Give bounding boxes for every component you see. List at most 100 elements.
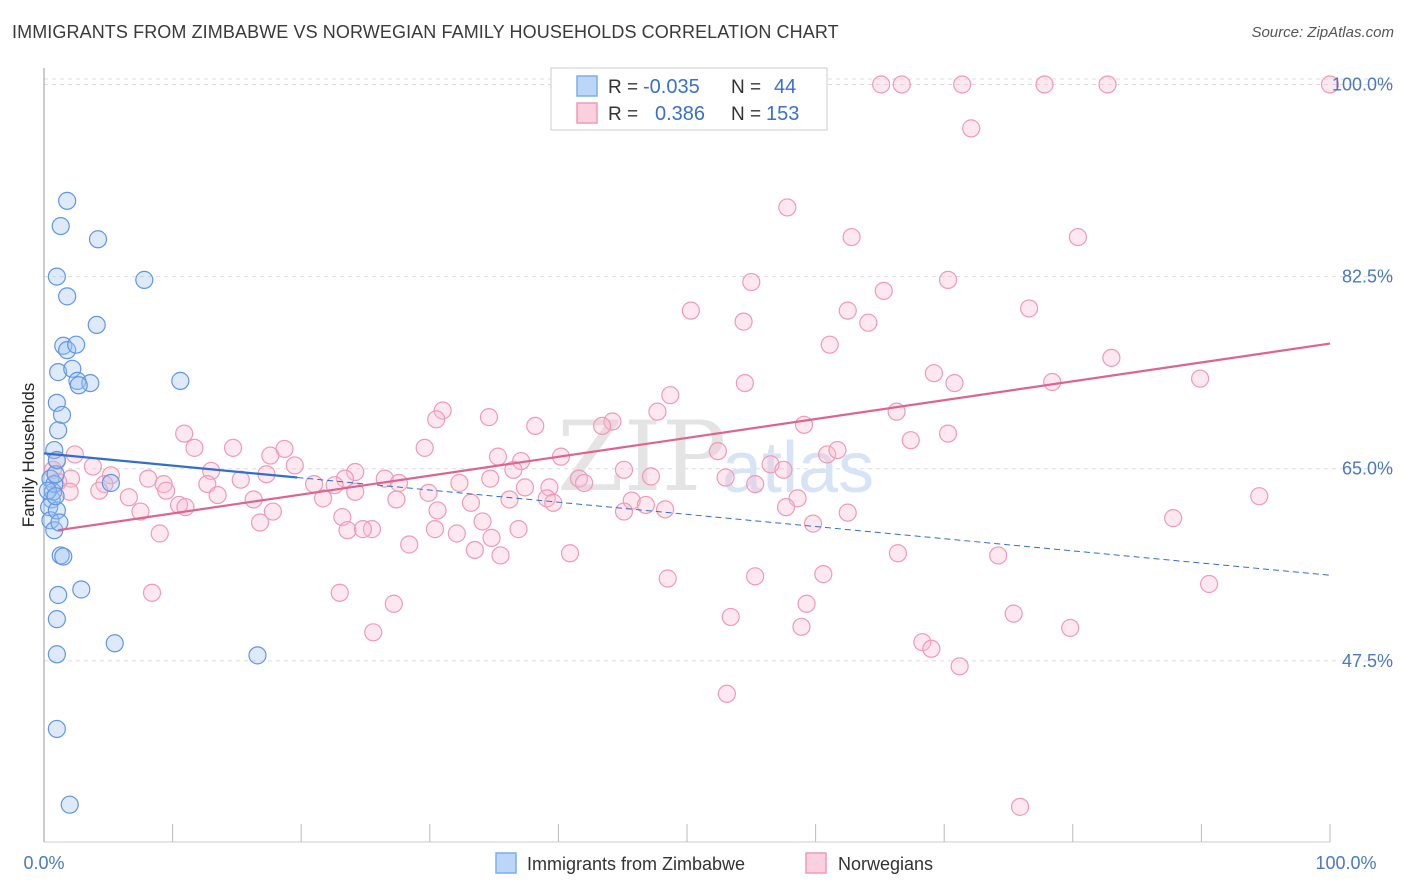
- point-norwegians-120: [353, 520, 373, 539]
- point-norwegians-58: [346, 462, 365, 482]
- point-norwegians-115: [614, 502, 634, 521]
- point-norwegians-21: [945, 373, 964, 393]
- legend-n-label-1: N =: [731, 77, 761, 98]
- point-zimbabwe-21: [47, 267, 66, 286]
- point-norwegians-94: [119, 488, 138, 507]
- x-tick-label-max: 100.0%: [1315, 853, 1376, 873]
- trend-zimbabwe-solid: [43, 452, 298, 479]
- point-norwegians-98: [461, 493, 481, 512]
- gridlines: [44, 78, 1392, 662]
- point-zimbabwe-14: [49, 585, 68, 605]
- point-zimbabwe-30: [63, 359, 82, 378]
- point-norwegians-121: [447, 524, 466, 543]
- point-norwegians-145: [717, 684, 736, 703]
- point-norwegians-142: [364, 623, 383, 642]
- point-norwegians-37: [901, 431, 920, 450]
- point-norwegians-88: [419, 483, 438, 502]
- point-norwegians-81: [746, 474, 765, 494]
- legend-item-zimbabwe: Immigrants from Zimbabwe: [527, 854, 745, 874]
- legend-item-zimbabwe-swatch: [495, 852, 517, 874]
- legend-n-label-2: N =: [731, 104, 761, 125]
- point-norwegians-130: [746, 567, 765, 586]
- point-norwegians-80: [575, 473, 594, 493]
- point-zimbabwe-13: [54, 547, 73, 566]
- point-norwegians-46: [818, 445, 837, 464]
- point-zimbabwe-15: [47, 610, 66, 629]
- point-norwegians-2: [953, 75, 972, 94]
- point-norwegians-7: [778, 198, 797, 217]
- point-norwegians-138: [792, 617, 811, 636]
- point-norwegians-10: [742, 272, 761, 292]
- point-norwegians-22: [1191, 369, 1210, 388]
- point-norwegians-68: [641, 467, 661, 486]
- legend-series: Immigrants from Zimbabwe Norwegians: [495, 852, 933, 874]
- point-zimbabwe-18: [60, 795, 79, 814]
- legend-stats: R = -0.035 N = 44 R = 0.386 N = 153: [550, 67, 828, 131]
- legend-item-norwegians: Norwegians: [838, 854, 933, 874]
- watermark-zip: ZIP: [557, 401, 726, 513]
- point-zimbabwe-27: [58, 341, 77, 360]
- point-norwegians-126: [491, 546, 510, 565]
- point-norwegians-77: [389, 473, 409, 493]
- watermark-atlas: atlas: [722, 428, 874, 508]
- point-norwegians-102: [838, 503, 857, 522]
- point-norwegians-109: [250, 513, 270, 532]
- point-norwegians-50: [83, 457, 102, 476]
- series-zimbabwe: [38, 191, 267, 814]
- point-zimbabwe-24: [135, 270, 154, 289]
- y-axis-label: Family Households: [19, 383, 38, 528]
- point-norwegians-124: [465, 540, 484, 560]
- point-norwegians-101: [636, 495, 655, 515]
- point-norwegians-13: [838, 301, 857, 320]
- legend-r-label-1: R =: [608, 77, 638, 98]
- legend-r-value-1: -0.035: [643, 76, 700, 98]
- y-tick-label-2: 82.5%: [1342, 267, 1393, 287]
- point-zimbabwe-10: [46, 487, 65, 506]
- point-norwegians-20: [924, 364, 944, 383]
- point-norwegians-146: [1010, 797, 1030, 816]
- point-norwegians-24: [1043, 372, 1062, 392]
- point-zimbabwe-43: [248, 646, 267, 665]
- point-norwegians-93: [1250, 487, 1269, 506]
- point-norwegians-99: [500, 490, 519, 509]
- point-norwegians-12: [681, 301, 700, 320]
- point-zimbabwe-23: [88, 230, 108, 249]
- point-norwegians-143: [1061, 618, 1080, 638]
- point-norwegians-132: [1200, 574, 1219, 594]
- point-norwegians-136: [797, 594, 816, 613]
- point-zimbabwe-8: [46, 465, 65, 484]
- y-tick-label-3: 100.0%: [1332, 74, 1393, 94]
- x-tick-marks: [172, 824, 1331, 842]
- point-norwegians-112: [425, 520, 445, 539]
- point-norwegians-70: [716, 468, 735, 487]
- point-norwegians-131: [658, 569, 677, 588]
- point-norwegians-116: [803, 514, 823, 533]
- trend-zimbabwe-dashed: [297, 477, 1331, 576]
- point-norwegians-14: [874, 281, 893, 300]
- point-norwegians-78: [450, 473, 469, 493]
- point-norwegians-59: [504, 460, 523, 479]
- point-zimbabwe-19: [58, 191, 77, 210]
- point-zimbabwe-34: [47, 393, 66, 412]
- point-zimbabwe-33: [69, 376, 88, 395]
- point-norwegians-85: [208, 485, 227, 505]
- point-norwegians-133: [142, 583, 162, 602]
- point-zimbabwe-22: [58, 287, 77, 306]
- point-norwegians-15: [1019, 299, 1039, 318]
- point-zimbabwe-36: [49, 421, 68, 440]
- point-norwegians-17: [859, 313, 878, 332]
- point-norwegians-139: [913, 633, 932, 652]
- point-norwegians-48: [261, 446, 280, 465]
- point-norwegians-105: [263, 502, 283, 521]
- point-norwegians-84: [157, 481, 176, 500]
- point-norwegians-9: [1068, 227, 1088, 247]
- point-norwegians-39: [223, 438, 243, 457]
- point-zimbabwe-29: [49, 363, 68, 382]
- point-norwegians-47: [828, 440, 847, 460]
- point-norwegians-86: [313, 489, 333, 508]
- point-norwegians-34: [593, 416, 612, 436]
- point-norwegians-122: [482, 528, 501, 547]
- point-norwegians-113: [473, 512, 492, 531]
- source-label: Source: ZipAtlas.com: [1251, 24, 1394, 41]
- point-zimbabwe-32: [81, 373, 100, 393]
